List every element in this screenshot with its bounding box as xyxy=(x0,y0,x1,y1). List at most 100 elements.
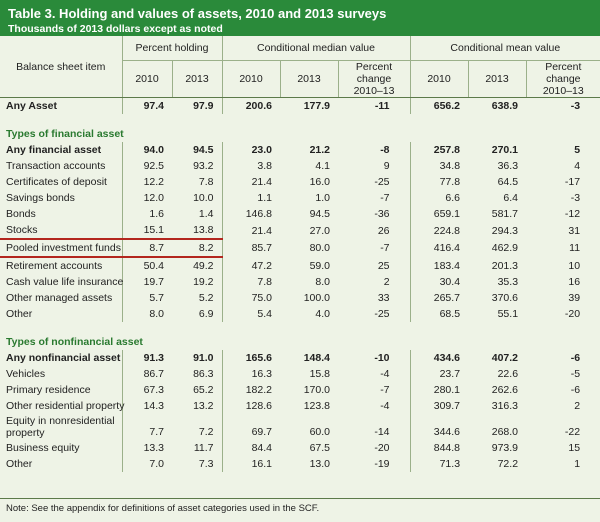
table-row: Pooled investment funds 8.7 8.2 85.7 80.0 -7 4… xyxy=(0,238,600,258)
percent-change-label: Percent change xyxy=(545,61,582,85)
cell-value: 64.5 xyxy=(497,176,519,188)
cell-value: -11 xyxy=(374,100,390,112)
cell-value: 148.4 xyxy=(303,352,330,364)
row-label: Any Asset xyxy=(6,100,57,112)
cell-value: 280.1 xyxy=(409,382,469,398)
cell-value: 5.7 xyxy=(121,290,172,306)
row-label: Other managed assets xyxy=(6,292,113,304)
table-title: Table 3. Holding and values of assets, 2… xyxy=(8,6,387,21)
cell-value: 59.0 xyxy=(309,259,330,272)
cell-value: 201.3 xyxy=(491,259,519,272)
row-label: Other residential property xyxy=(6,400,125,412)
row-label: Business equity xyxy=(6,442,80,454)
cell-value: 581.7 xyxy=(491,208,519,220)
cell-value: 1.0 xyxy=(315,192,330,204)
cell-value: 50.4 xyxy=(121,257,172,274)
cell-value: -3 xyxy=(570,100,581,112)
cell-value: 60.0 xyxy=(309,426,330,438)
table-row: Other 8.0 6.9 5.4 4.0 -25 68.5 55.1 -20 xyxy=(0,306,600,322)
table-row: Other residential property 14.3 13.2 128.6 1… xyxy=(0,398,600,414)
row-label: Any nonfinancial asset xyxy=(6,352,121,364)
cell-value: -5 xyxy=(570,368,581,380)
cell-value: 11.7 xyxy=(193,442,214,454)
cell-value: 22.6 xyxy=(497,368,519,380)
cell-value: 1 xyxy=(574,458,581,470)
row-label: Primary residence xyxy=(6,384,91,396)
cell-value: 656.2 xyxy=(409,97,469,114)
percent-change-period: 2010–13 xyxy=(542,85,584,97)
cell-value: 91.0 xyxy=(193,352,214,364)
cell-value: 16.3 xyxy=(221,366,280,382)
cell-value: 86.3 xyxy=(193,368,214,380)
cell-value: -12 xyxy=(564,208,581,220)
cell-value: 19.7 xyxy=(121,274,172,290)
cell-value: 13.2 xyxy=(193,400,214,412)
cell-value: 94.0 xyxy=(121,142,172,158)
cell-value: 16.1 xyxy=(221,456,280,472)
cell-value: 72.2 xyxy=(497,458,519,470)
cell-value: -4 xyxy=(380,400,390,412)
table-row: Cash value life insurance 19.7 19.2 7.8 8.0 2… xyxy=(0,274,600,290)
cell-value: 7.8 xyxy=(221,274,280,290)
table-row: Equity in nonresidential property 7.7 7.2 6… xyxy=(0,414,600,440)
cell-value: 47.2 xyxy=(221,257,280,274)
cell-value: -7 xyxy=(380,384,390,396)
cell-value: 5.2 xyxy=(198,292,214,304)
cell-value: 91.3 xyxy=(121,350,172,366)
table-row: Savings bonds 12.0 10.0 1.1 1.0 -7 6.6 6.4 -3 xyxy=(0,190,600,206)
column-group-median: Conditional median value xyxy=(221,36,411,61)
cell-value: 1.1 xyxy=(221,190,280,206)
cell-value: 21.4 xyxy=(221,222,280,239)
table-total-row: Any Asset 97.4 97.9 200.6 177.9 -11 656.2 638.9… xyxy=(0,97,600,114)
cell-value: 92.5 xyxy=(121,158,172,174)
cell-value: -6 xyxy=(570,352,581,364)
cell-value: 309.7 xyxy=(409,398,469,414)
cell-value: 9 xyxy=(383,160,390,172)
cell-value: 416.4 xyxy=(409,239,469,257)
cell-value: 146.8 xyxy=(221,206,280,222)
cell-value: 30.4 xyxy=(409,274,469,290)
cell-value: 844.8 xyxy=(409,440,469,456)
cell-value: 77.8 xyxy=(409,174,469,190)
table-row: Certificates of deposit 12.2 7.8 21.4 16.0 -2… xyxy=(0,174,600,190)
cell-value: 36.3 xyxy=(497,160,519,172)
cell-value: 6.4 xyxy=(503,192,519,204)
cell-value: 15.1 xyxy=(121,222,172,239)
table-body: Any Asset 97.4 97.9 200.6 177.9 -11 656.2 638.9… xyxy=(0,97,600,472)
table-subtitle: Thousands of 2013 dollars except as note… xyxy=(8,23,223,35)
cell-value: 33 xyxy=(377,292,390,304)
cell-value: 100.0 xyxy=(303,292,330,304)
percent-change-period: 2010–13 xyxy=(353,85,395,97)
cell-value: 128.6 xyxy=(221,398,280,414)
section-heading: Types of financial asset xyxy=(6,128,124,140)
cell-value: 182.2 xyxy=(221,382,280,398)
percent-change-label: Percent change xyxy=(355,61,393,85)
column-header-2013: 2013 xyxy=(279,60,338,98)
row-label: Certificates of deposit xyxy=(6,176,107,188)
cell-value: 93.2 xyxy=(193,160,214,172)
cell-value: 3.8 xyxy=(221,158,280,174)
cell-value: 65.2 xyxy=(193,384,214,396)
cell-value: 344.6 xyxy=(409,414,469,440)
cell-value: 183.4 xyxy=(409,257,469,274)
cell-value: 7.8 xyxy=(198,176,214,188)
cell-value: -14 xyxy=(374,426,390,438)
cell-value: -19 xyxy=(374,458,390,470)
cell-value: 2 xyxy=(574,400,581,412)
cell-value: -22 xyxy=(564,426,581,438)
cell-value: 86.7 xyxy=(121,366,172,382)
row-label: Any financial asset xyxy=(6,144,102,156)
column-header-2010: 2010 xyxy=(221,60,280,98)
cell-value: -6 xyxy=(570,384,581,396)
cell-value: 294.3 xyxy=(491,224,519,237)
cell-value: 12.0 xyxy=(121,190,172,206)
table-header-bar: Table 3. Holding and values of assets, 2… xyxy=(0,0,600,36)
cell-value: 8.0 xyxy=(121,306,172,322)
cell-value: 31 xyxy=(568,224,581,237)
column-header-2013: 2013 xyxy=(467,60,527,98)
cell-value: 2 xyxy=(383,276,390,288)
column-header-2013: 2013 xyxy=(171,60,222,98)
cell-value: 407.2 xyxy=(491,352,519,364)
cell-value: 177.9 xyxy=(303,100,330,112)
